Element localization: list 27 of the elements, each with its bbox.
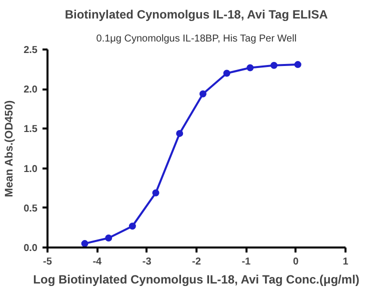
point	[176, 130, 184, 137]
x-tick-label: -5	[43, 256, 52, 268]
point	[152, 189, 160, 196]
point	[246, 64, 254, 72]
point	[223, 70, 230, 77]
x-tick-label: 1	[342, 256, 349, 268]
x-tick-label: -2	[192, 256, 202, 268]
x-tick-label: -4	[92, 256, 102, 268]
chart-subtitle: 0.1μg Cynomolgus IL-18BP, His Tag Per Well	[96, 34, 297, 44]
y-tick-label: 0.5	[24, 203, 38, 214]
y-tick-label: 1.0	[24, 164, 38, 175]
point	[270, 62, 278, 69]
y-axis-title: Mean Abs.(OD450)	[4, 100, 16, 198]
y-tick-label: 1.5	[24, 124, 38, 136]
point	[199, 90, 206, 98]
point	[294, 61, 302, 68]
point	[105, 234, 112, 242]
x-tick-label: -1	[242, 256, 252, 268]
x-tick-label: 0	[293, 256, 300, 268]
chart-title: Biotinylated Cynomolgus IL-18, Avi Tag ELISA	[64, 8, 328, 22]
x-axis-title: Log Biotinylated Cynomolgus IL-18, Avi Tag Conc.(μg/ml)	[33, 272, 360, 286]
point	[128, 222, 136, 230]
x-tick-label: -3	[142, 256, 152, 268]
y-tick-label: 2.5	[24, 45, 38, 56]
y-tick-label: 0.0	[24, 243, 38, 254]
y-tick-label: 2.0	[24, 84, 38, 96]
point	[81, 240, 88, 248]
